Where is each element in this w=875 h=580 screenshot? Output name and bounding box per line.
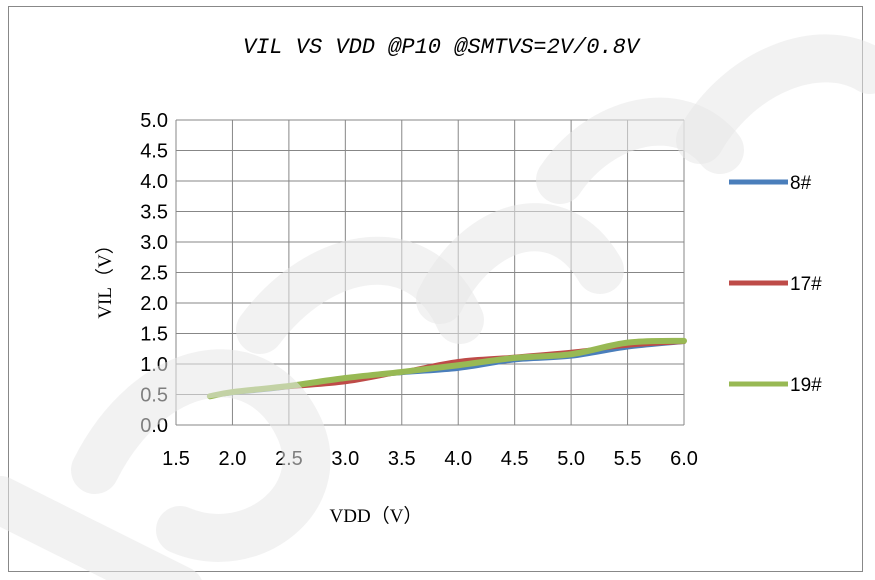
chart-svg: 1.5 2.0 2.5 3.0 3.5 4.0 4.5 5.0 5.5 6.0 0.0 0.5 1.0 1… — [94, 35, 822, 527]
x-tick-label: 2.5 — [275, 448, 303, 470]
y-tick-label: 2.0 — [140, 293, 168, 315]
legend-label: 8# — [790, 173, 812, 194]
legend-label: 17# — [790, 274, 822, 295]
x-tick-label: 4.0 — [444, 448, 472, 470]
y-tick-label: 1.0 — [140, 354, 168, 376]
y-tick-label: 4.0 — [140, 171, 168, 193]
x-tick-label: 2.0 — [219, 448, 247, 470]
y-tick-label: 1.5 — [140, 324, 168, 346]
x-tick-label: 5.5 — [614, 448, 642, 470]
y-tick-label: 5.0 — [140, 110, 168, 132]
series-layer — [206, 337, 687, 400]
x-tick-label: 3.0 — [331, 448, 359, 470]
tick-layer: 1.5 2.0 2.5 3.0 3.5 4.0 4.5 5.0 5.5 6.0 0.0 0.5 1.0 1… — [140, 110, 698, 470]
y-tick-label: 0.0 — [140, 415, 168, 437]
x-tick-label: 3.5 — [388, 448, 416, 470]
y-tick-label: 2.5 — [140, 263, 168, 285]
chart-title: VIL VS VDD @P10 @SMTVS=2V/0.8V — [243, 35, 641, 60]
chart-frame: 1.5 2.0 2.5 3.0 3.5 4.0 4.5 5.0 5.5 6.0 0.0 0.5 1.0 1… — [8, 6, 863, 572]
y-tick-label: 3.0 — [140, 232, 168, 254]
x-tick-label: 1.5 — [162, 448, 190, 470]
y-axis-title: VIL（V） — [94, 235, 116, 318]
x-tick-label: 5.0 — [557, 448, 585, 470]
x-tick-label: 4.5 — [501, 448, 529, 470]
x-tick-label: 6.0 — [670, 448, 698, 470]
legend: 8# 17# 19# — [729, 173, 822, 396]
y-tick-label: 3.5 — [140, 202, 168, 224]
y-tick-label: 0.5 — [140, 385, 168, 407]
x-axis-title: VDD（V） — [330, 505, 423, 527]
grid-layer — [175, 119, 685, 426]
legend-label: 19# — [790, 375, 822, 396]
y-tick-label: 4.5 — [140, 141, 168, 163]
